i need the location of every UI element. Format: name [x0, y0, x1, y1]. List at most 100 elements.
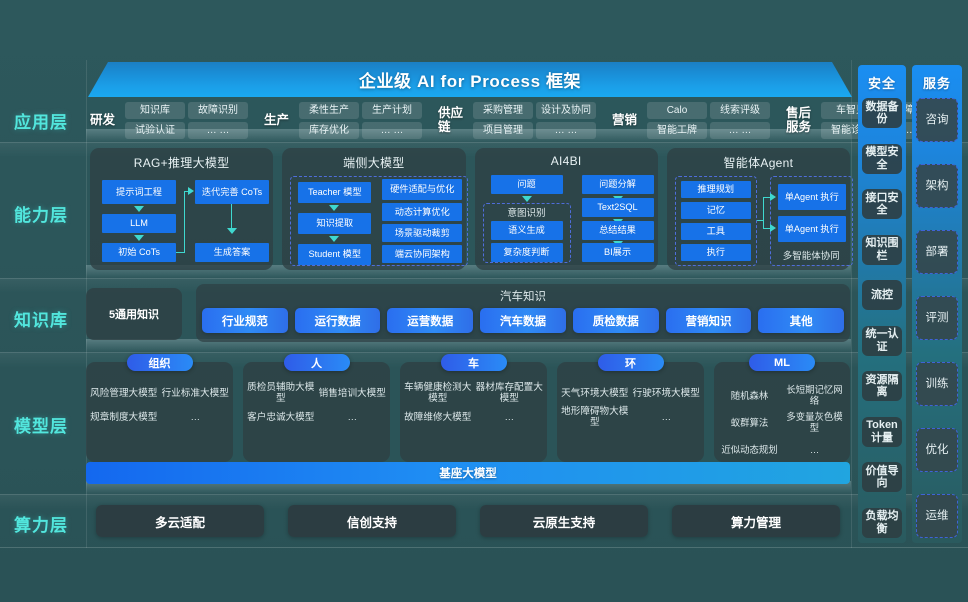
flow-node-execution[interactable]: 执行 [680, 244, 751, 261]
compute-button-cloud-native[interactable]: 云原生支持 [480, 505, 648, 537]
app-cell[interactable]: 库存优化 [299, 121, 359, 139]
security-item-value-orientation[interactable]: 价值导向 [862, 462, 902, 493]
model-item[interactable]: 销售培训大模型 [318, 387, 386, 399]
app-group-name-marketing: 营销 [612, 113, 638, 127]
model-item[interactable]: 车辆健康检测大模型 [404, 382, 472, 404]
security-item-model-security[interactable]: 模型安全 [862, 143, 902, 174]
model-item[interactable]: 故障维修大模型 [404, 411, 472, 423]
knowledge-chip[interactable]: 营销知识 [665, 308, 752, 333]
flow-node-single-agent-2[interactable]: 单Agent 执行 [777, 216, 846, 242]
flow-node-generate-answer[interactable]: 生成答案 [195, 243, 269, 262]
knowledge-chip[interactable]: 运营数据 [387, 308, 474, 333]
model-grid-organization: 风险管理大模型 行业标准大模型 规章制度大模型 … [86, 378, 233, 428]
flow-node-question-decomposition[interactable]: 问题分解 [581, 175, 654, 194]
security-item-resource-isolation[interactable]: 资源隔离 [862, 371, 902, 402]
knowledge-auto-card: 汽车知识 行业规范 运行数据 运营数据 汽车数据 质检数据 营销知识 其他 [196, 284, 850, 342]
security-item-knowledge-fence[interactable]: 知识围栏 [862, 234, 902, 265]
service-item-evaluation[interactable]: 评测 [916, 296, 958, 340]
flow-node-question[interactable]: 问题 [490, 175, 563, 194]
security-item-flow-control[interactable]: 流控 [862, 280, 902, 311]
app-cell[interactable]: … … [536, 121, 596, 139]
service-item-consulting[interactable]: 咨询 [916, 98, 958, 142]
flow-node-hardware-adaptation[interactable]: 硬件适配与优化 [382, 179, 463, 200]
flow-node-scene-pruning[interactable]: 场景驱动裁剪 [382, 224, 463, 242]
model-item[interactable]: 质检员辅助大模型 [247, 382, 315, 404]
base-model-bar[interactable]: 基座大模型 [86, 462, 850, 484]
flow-node-knowledge-extract[interactable]: 知识提取 [298, 213, 372, 234]
flow-node-edge-cloud-arch[interactable]: 端云协同架构 [382, 245, 463, 263]
flow-node-initial-cots[interactable]: 初始 CoTs [102, 243, 176, 262]
app-cell[interactable]: 知识库 [125, 101, 185, 119]
model-item[interactable]: 长短期记忆网络 [786, 384, 843, 406]
model-item[interactable]: 随机森林 [730, 389, 769, 401]
service-item-training[interactable]: 训练 [916, 362, 958, 406]
app-cell[interactable]: … … [362, 121, 422, 139]
app-cell[interactable]: … … [188, 121, 248, 139]
flow-node-single-agent-1[interactable]: 单Agent 执行 [777, 184, 846, 210]
model-item[interactable]: 行业标准大模型 [161, 387, 229, 399]
service-item-architecture[interactable]: 架构 [916, 164, 958, 208]
model-item[interactable]: 风险管理大模型 [90, 387, 158, 399]
model-item[interactable]: 规章制度大模型 [90, 411, 158, 423]
flow-node-iterative-cots[interactable]: 迭代完善 CoTs [195, 180, 269, 204]
security-item-interface-security[interactable]: 接口安全 [862, 189, 902, 220]
app-group-name-supply-chain: 供应链 [438, 106, 464, 134]
app-cell[interactable]: Calo [647, 101, 707, 119]
band-separator-compute [0, 547, 968, 548]
compute-button-compute-management[interactable]: 算力管理 [672, 505, 840, 537]
app-cell[interactable]: 故障识别 [188, 101, 248, 119]
security-item-unified-auth[interactable]: 统一认证 [862, 325, 902, 356]
arrow-down-icon [134, 235, 144, 241]
app-cell[interactable]: 试验认证 [125, 121, 185, 139]
flow-node-memory[interactable]: 记忆 [680, 202, 751, 219]
knowledge-auto-title: 汽车知识 [500, 291, 546, 303]
flow-node-complexity-judgement[interactable]: 复杂度判断 [490, 243, 563, 262]
security-item-load-balancing[interactable]: 负载均衡 [862, 507, 902, 538]
service-column-title: 服务 [922, 76, 951, 91]
model-item[interactable]: 天气环境大模型 [561, 387, 629, 399]
model-item[interactable]: 近似动态规划 [721, 443, 778, 455]
app-cell[interactable]: 设计及协同 [536, 101, 596, 119]
security-item-token-metering[interactable]: Token计量 [862, 416, 902, 447]
app-cell[interactable]: 采购管理 [473, 101, 533, 119]
model-item[interactable]: 多变量灰色模型 [786, 411, 843, 433]
app-cell[interactable]: 智能工牌 [647, 121, 707, 139]
flow-node-reasoning-planning[interactable]: 推理规划 [680, 181, 751, 198]
flow-node-semantic-generation[interactable]: 语义生成 [490, 221, 563, 240]
app-cell[interactable]: 生产计划 [362, 101, 422, 119]
app-cell[interactable]: 项目管理 [473, 121, 533, 139]
knowledge-chip[interactable]: 质检数据 [572, 308, 659, 333]
flow-node-dynamic-compute[interactable]: 动态计算优化 [382, 203, 463, 221]
app-cell[interactable]: 柔性生产 [299, 101, 359, 119]
service-item-operations[interactable]: 运维 [916, 494, 958, 538]
model-item[interactable]: 行驶环境大模型 [632, 387, 700, 399]
flow-node-prompt-engineering[interactable]: 提示词工程 [102, 180, 176, 204]
model-item[interactable]: 蚁群算法 [730, 416, 769, 428]
knowledge-chip[interactable]: 行业规范 [202, 308, 288, 333]
flow-node-summary-result[interactable]: 总结结果 [581, 221, 654, 240]
flow-node-llm[interactable]: LLM [102, 214, 176, 233]
model-item[interactable]: 客户忠诚大模型 [247, 411, 315, 423]
flow-node-tools[interactable]: 工具 [680, 223, 751, 240]
model-item[interactable]: 地形障碍物大模型 [561, 406, 629, 428]
knowledge-chip[interactable]: 运行数据 [294, 308, 381, 333]
knowledge-general-card[interactable]: 5通用知识 [86, 288, 182, 340]
arrow-down-icon [521, 196, 532, 202]
knowledge-chip[interactable]: 汽车数据 [480, 308, 566, 333]
knowledge-chip[interactable]: 其他 [758, 308, 845, 333]
app-cell[interactable]: … … [710, 121, 770, 139]
compute-button-multicloud[interactable]: 多云适配 [96, 505, 264, 537]
flow-node-student-model[interactable]: Student 模型 [298, 244, 372, 265]
app-cell[interactable]: 线索评级 [710, 101, 770, 119]
base-model-label: 基座大模型 [439, 468, 497, 480]
service-item-optimization[interactable]: 优化 [916, 428, 958, 472]
service-column: 服务 咨询 架构 部署 评测 训练 优化 运维 [912, 65, 962, 543]
flow-node-bi-display[interactable]: BI展示 [581, 243, 654, 262]
flow-node-teacher-model[interactable]: Teacher 模型 [298, 182, 372, 203]
model-item[interactable]: 器材库存配置大模型 [475, 382, 543, 404]
security-item-data-backup[interactable]: 数据备份 [862, 98, 902, 128]
model-card-people: 人 质检员辅助大模型 销售培训大模型 客户忠诚大模型 … [243, 354, 390, 462]
service-item-deployment[interactable]: 部署 [916, 230, 958, 274]
flow-node-text2sql[interactable]: Text2SQL [581, 198, 654, 217]
compute-button-xinchuang[interactable]: 信创支持 [288, 505, 456, 537]
